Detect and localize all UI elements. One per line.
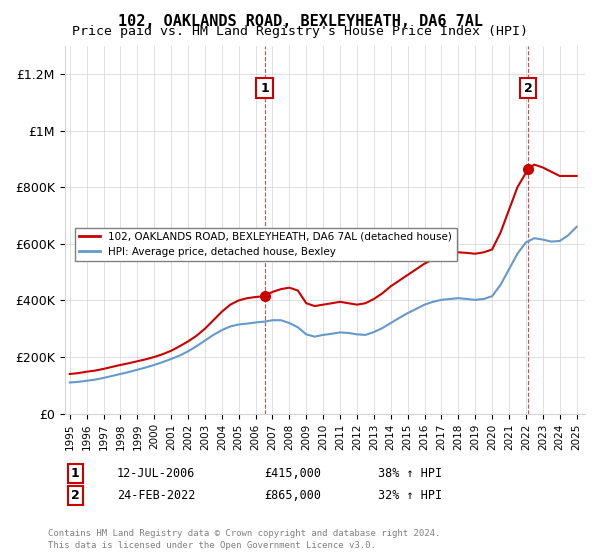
Text: 2: 2: [524, 82, 533, 95]
Text: Contains HM Land Registry data © Crown copyright and database right 2024.: Contains HM Land Registry data © Crown c…: [48, 529, 440, 538]
Text: This data is licensed under the Open Government Licence v3.0.: This data is licensed under the Open Gov…: [48, 542, 376, 550]
Text: 32% ↑ HPI: 32% ↑ HPI: [378, 489, 442, 502]
Text: 12-JUL-2006: 12-JUL-2006: [117, 466, 196, 480]
Text: 1: 1: [260, 82, 269, 95]
Text: 1: 1: [71, 466, 79, 480]
Text: 102, OAKLANDS ROAD, BEXLEYHEATH, DA6 7AL: 102, OAKLANDS ROAD, BEXLEYHEATH, DA6 7AL: [118, 14, 482, 29]
Text: £865,000: £865,000: [264, 489, 321, 502]
Text: £415,000: £415,000: [264, 466, 321, 480]
Text: 38% ↑ HPI: 38% ↑ HPI: [378, 466, 442, 480]
Text: Price paid vs. HM Land Registry's House Price Index (HPI): Price paid vs. HM Land Registry's House …: [72, 25, 528, 38]
Text: 2: 2: [71, 489, 79, 502]
Text: 24-FEB-2022: 24-FEB-2022: [117, 489, 196, 502]
Legend: 102, OAKLANDS ROAD, BEXLEYHEATH, DA6 7AL (detached house), HPI: Average price, d: 102, OAKLANDS ROAD, BEXLEYHEATH, DA6 7AL…: [75, 227, 457, 261]
